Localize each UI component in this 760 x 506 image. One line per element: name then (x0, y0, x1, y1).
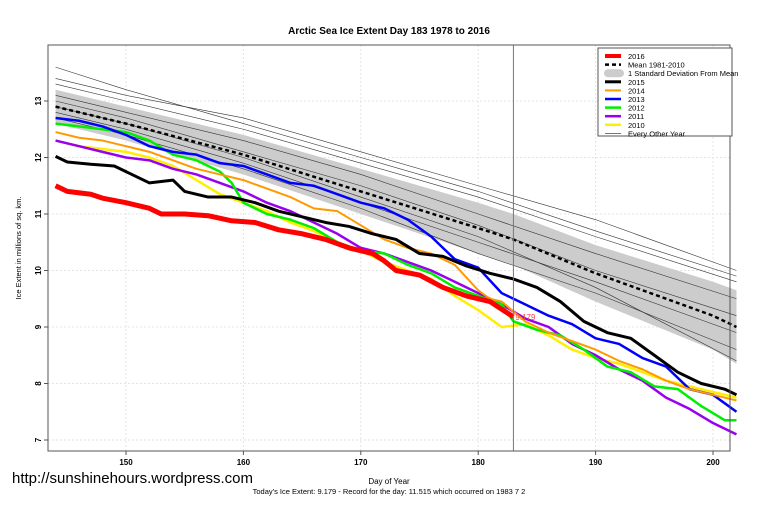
legend-swatch-band (604, 69, 624, 78)
other-year-line (55, 78, 737, 271)
series-line-2016 (54, 183, 515, 319)
x-tick-label: 180 (472, 458, 486, 467)
x-tick-label: 150 (119, 458, 133, 467)
x-axis-label: Day of Year (368, 477, 410, 486)
y-tick-label: 9 (34, 324, 43, 329)
y-tick-label: 13 (34, 96, 43, 105)
other-year-line (55, 83, 737, 283)
legend-label: 2014 (628, 86, 645, 95)
watermark-url: http://sunshinehours.wordpress.com (12, 470, 253, 487)
series-line-2013 (55, 116, 738, 413)
mean-line (55, 105, 738, 329)
x-tick-label: 190 (589, 458, 603, 467)
legend-label: 2015 (628, 78, 645, 87)
x-tick-label: 200 (706, 458, 720, 467)
chart-title: Arctic Sea Ice Extent Day 183 1978 to 20… (288, 26, 490, 37)
legend-label: 2010 (628, 121, 645, 130)
legend-label: 2016 (628, 52, 645, 61)
legend-label: 1 Standard Deviation From Mean (628, 69, 738, 78)
series-line-2012 (55, 122, 737, 422)
y-tick-label: 7 (34, 437, 43, 442)
legend-label: 2012 (628, 104, 645, 113)
legend-label: Every Other Year (628, 129, 686, 138)
y-tick-label: 12 (34, 153, 43, 162)
y-axis-label: Ice Extent in millions of sq. km. (14, 197, 23, 300)
y-tick-label: 8 (34, 381, 43, 386)
legend-label: Mean 1981-2010 (628, 61, 685, 70)
other-year-line (55, 100, 737, 316)
footer-text: Today's Ice Extent: 9.179 - Record for t… (253, 487, 526, 496)
x-tick-label: 170 (354, 458, 368, 467)
legend-box (597, 47, 733, 137)
y-tick-label: 10 (34, 266, 43, 275)
current-value-annotation: 9.179 (515, 313, 536, 322)
plot-area: 9.179 (47, 44, 738, 452)
y-tick-label: 11 (34, 209, 43, 218)
plot-frame (47, 44, 731, 452)
series-line-2015 (54, 155, 738, 397)
legend-label: 2011 (628, 112, 644, 121)
series-line-2010 (55, 139, 737, 399)
other-year-line (55, 66, 737, 277)
x-tick-label: 160 (237, 458, 251, 467)
legend-label: 2013 (628, 95, 645, 104)
other-year-line (55, 95, 737, 300)
